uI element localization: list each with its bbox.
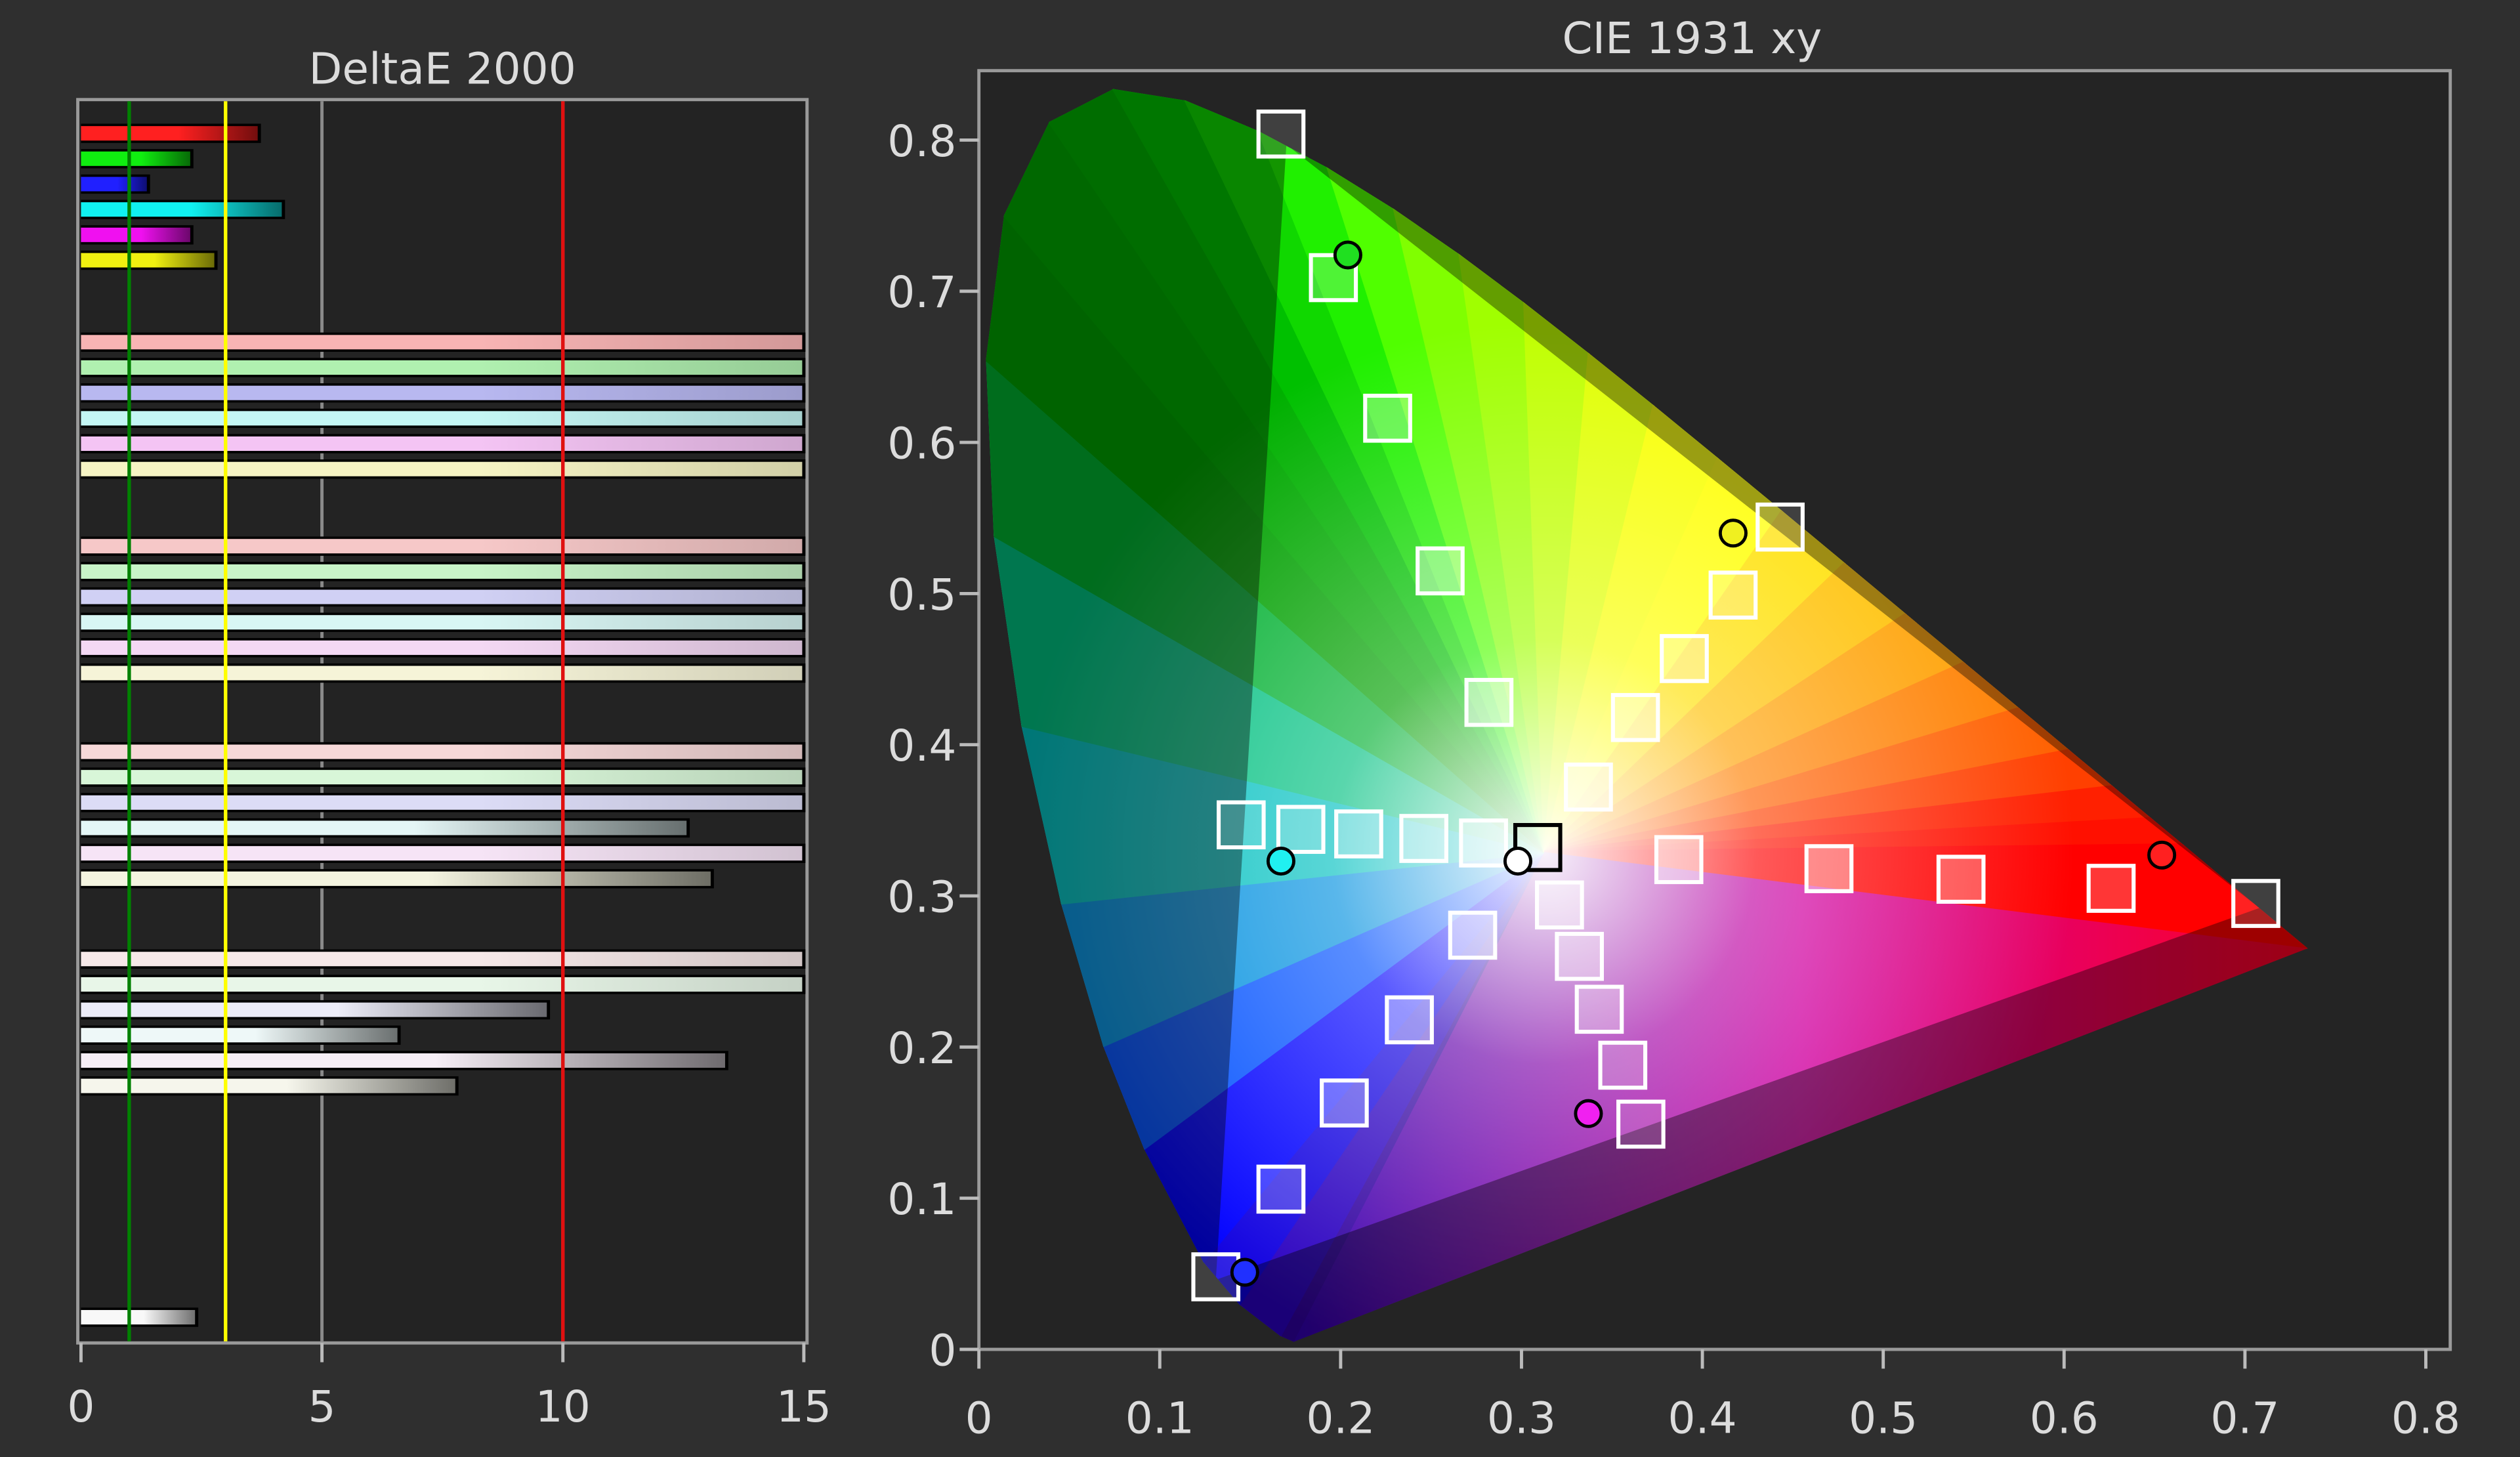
- target-marker-blue: [1256, 1164, 1306, 1214]
- bar: [81, 253, 215, 268]
- target-marker-red: [2231, 879, 2280, 928]
- cie-chart: CIE 1931 xy 0 0.1 0.2 0.3 0.4 0.5 0.6 0.7 0.8 0 0.…: [887, 13, 2460, 1444]
- bar: [81, 952, 803, 967]
- measured-marker-yellow: [1718, 518, 1748, 548]
- target-marker-magenta: [1616, 1099, 1666, 1149]
- measured-marker-cyan: [1266, 847, 1295, 876]
- x-tick-label: 0.4: [1668, 1393, 1737, 1443]
- bar: [81, 151, 190, 166]
- bar: [81, 871, 711, 886]
- target-marker-red: [1654, 835, 1704, 885]
- bar: [81, 820, 687, 835]
- out-of-gamut-shade: [986, 89, 2308, 1342]
- target-marker-yellow: [1564, 762, 1613, 812]
- x-tick-label: 5: [308, 1382, 336, 1432]
- bar: [81, 1053, 725, 1068]
- y-tick-label: 0.5: [887, 570, 956, 620]
- bar: [81, 335, 803, 350]
- deltae-plot-area: [76, 98, 809, 1345]
- y-tick-label: 0.8: [887, 116, 956, 167]
- measured-marker-blue: [1230, 1257, 1259, 1287]
- x-tick-label: 0.3: [1487, 1393, 1556, 1443]
- bar: [81, 1002, 547, 1017]
- cie-title: CIE 1931 xy: [1563, 13, 1822, 64]
- x-tick-label: 0.6: [2030, 1393, 2099, 1443]
- target-marker-cyan: [1399, 814, 1448, 863]
- deltae-chart: DeltaE 2000 0 5 10 15: [67, 43, 831, 1432]
- target-marker-cyan: [1216, 800, 1266, 850]
- bar: [81, 202, 282, 217]
- x-tick-label: 0.2: [1306, 1393, 1375, 1443]
- x-tick-label: 15: [776, 1382, 831, 1432]
- bar: [81, 640, 803, 655]
- target-marker-green: [1309, 253, 1358, 303]
- bar: [81, 846, 803, 861]
- target-marker-cyan: [1334, 809, 1383, 858]
- target-marker-red: [1936, 855, 1986, 904]
- y-tick-label: 0.4: [887, 721, 956, 771]
- bar: [81, 744, 803, 759]
- target-marker-green: [1363, 393, 1412, 443]
- y-tick-label: 0.3: [887, 872, 956, 923]
- deltae-title: DeltaE 2000: [309, 43, 576, 94]
- bar: [81, 665, 803, 681]
- bar: [81, 539, 803, 554]
- bar: [81, 770, 803, 785]
- y-tick-label: 0: [929, 1325, 956, 1376]
- y-tick-label: 0.1: [887, 1174, 956, 1225]
- bar: [81, 1028, 398, 1043]
- target-marker-yellow: [1755, 502, 1805, 552]
- bar: [81, 385, 803, 400]
- target-marker-red: [2086, 864, 2136, 913]
- target-marker-green: [1464, 677, 1514, 727]
- measured-marker-green: [1333, 240, 1362, 270]
- bar: [81, 227, 190, 242]
- x-tick-label: 0.5: [1849, 1393, 1918, 1443]
- bar: [81, 795, 803, 810]
- bar: [81, 615, 803, 630]
- y-tick-label: 0.7: [887, 267, 956, 318]
- target-marker-green: [1416, 546, 1465, 596]
- target-marker-magenta: [1555, 931, 1604, 981]
- x-tick-label: 0: [67, 1382, 94, 1432]
- target-marker-blue: [1385, 995, 1434, 1045]
- bar: [81, 589, 803, 604]
- y-tick-label: 0.2: [887, 1023, 956, 1074]
- bar: [81, 977, 803, 992]
- bar: [81, 1310, 196, 1325]
- target-marker-blue: [1448, 910, 1498, 960]
- bar: [81, 411, 803, 426]
- target-marker-magenta: [1574, 984, 1624, 1034]
- target-marker-yellow: [1610, 692, 1660, 742]
- y-tick-label: 0.6: [887, 419, 956, 469]
- bar: [81, 564, 803, 579]
- target-marker-blue: [1320, 1078, 1369, 1128]
- target-marker-yellow: [1660, 634, 1709, 683]
- bar: [81, 360, 803, 375]
- target-marker-cyan: [1276, 805, 1326, 855]
- x-tick-label: 0: [965, 1393, 993, 1443]
- bar: [81, 126, 258, 141]
- x-tick-label: 0.1: [1125, 1393, 1194, 1443]
- measured-marker-white: [1503, 847, 1532, 876]
- bar: [81, 461, 803, 476]
- x-tick-label: 0.7: [2210, 1393, 2279, 1443]
- measured-marker-magenta: [1574, 1099, 1603, 1128]
- measured-marker-red: [2147, 840, 2177, 870]
- target-marker-magenta: [1598, 1040, 1648, 1090]
- x-tick-label: 10: [536, 1382, 591, 1432]
- target-marker-green: [1256, 109, 1306, 159]
- bar: [81, 177, 147, 192]
- target-marker-magenta: [1535, 880, 1584, 930]
- target-marker-red: [1804, 844, 1854, 893]
- bar: [81, 436, 803, 452]
- target-marker-cyan: [1459, 818, 1508, 868]
- bar: [81, 1078, 455, 1093]
- x-tick-label: 0.8: [2391, 1393, 2460, 1443]
- target-marker-yellow: [1708, 570, 1758, 620]
